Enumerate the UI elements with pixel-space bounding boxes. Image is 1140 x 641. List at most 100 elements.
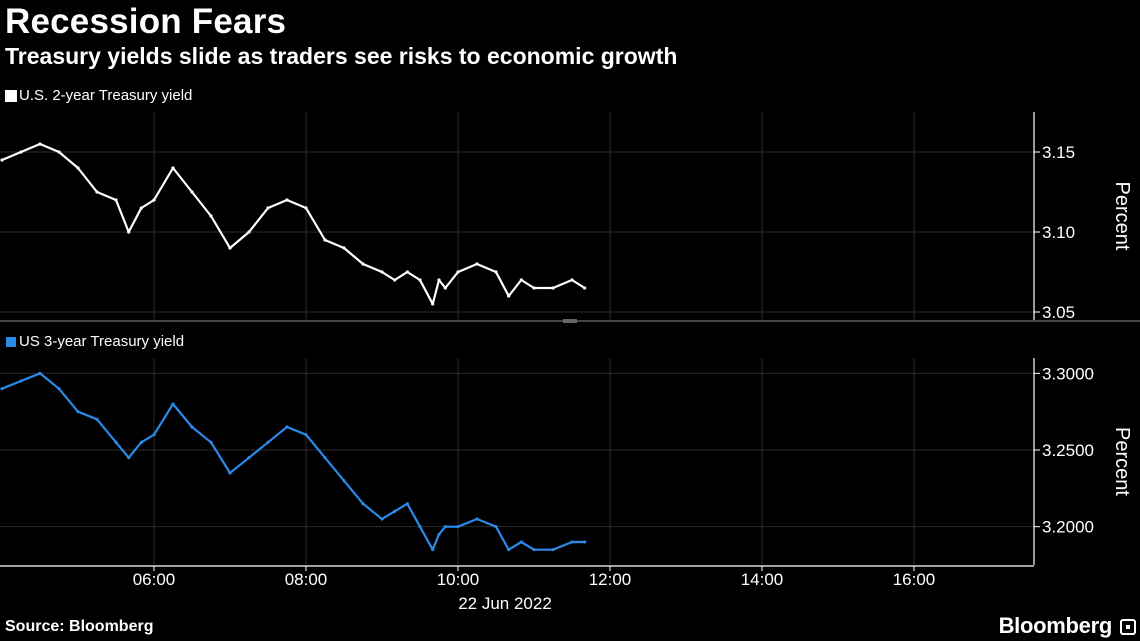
data-point bbox=[418, 525, 422, 529]
data-point bbox=[114, 440, 118, 444]
data-point bbox=[342, 479, 346, 483]
source-note: Source: Bloomberg bbox=[5, 618, 154, 635]
series-line-2yr bbox=[1, 142, 586, 306]
data-point bbox=[361, 502, 365, 506]
data-point bbox=[139, 206, 143, 210]
data-point bbox=[95, 417, 99, 421]
data-point bbox=[171, 166, 175, 170]
data-point bbox=[583, 540, 587, 544]
bloomberg-icon bbox=[1120, 619, 1136, 635]
brand-logo-text: Bloomberg bbox=[998, 613, 1113, 638]
data-point bbox=[323, 238, 327, 242]
data-point bbox=[95, 190, 99, 194]
data-point bbox=[532, 548, 536, 552]
data-point bbox=[57, 387, 61, 391]
data-point bbox=[209, 214, 213, 218]
data-point bbox=[19, 150, 23, 154]
x-tick-label: 08:00 bbox=[285, 570, 328, 589]
data-point bbox=[532, 286, 536, 290]
data-point bbox=[152, 433, 156, 437]
data-point bbox=[127, 456, 131, 460]
data-point bbox=[393, 509, 397, 513]
panel-divider-handle bbox=[563, 319, 577, 323]
data-point bbox=[507, 294, 511, 298]
data-point bbox=[380, 517, 384, 521]
y-tick-label: 3.05 bbox=[1042, 303, 1075, 322]
data-point bbox=[76, 410, 80, 414]
data-point bbox=[570, 540, 574, 544]
data-point bbox=[431, 302, 435, 306]
data-point bbox=[583, 286, 587, 290]
legend-bottom: US 3-year Treasury yield bbox=[6, 333, 184, 350]
data-point bbox=[405, 270, 409, 274]
data-point bbox=[456, 270, 460, 274]
x-tick-label: 10:00 bbox=[437, 570, 480, 589]
chart-subtitle: Treasury yields slide as traders see ris… bbox=[5, 43, 678, 69]
y-axis-label: Percent bbox=[1111, 182, 1133, 251]
data-point bbox=[475, 517, 479, 521]
data-point bbox=[431, 548, 435, 552]
data-point bbox=[551, 286, 555, 290]
data-point bbox=[304, 433, 308, 437]
data-point bbox=[519, 540, 523, 544]
data-point bbox=[494, 525, 498, 529]
data-point bbox=[405, 502, 409, 506]
x-tick-label: 06:00 bbox=[133, 570, 176, 589]
data-point bbox=[0, 158, 4, 162]
data-point bbox=[38, 142, 42, 146]
data-point bbox=[190, 425, 194, 429]
data-point bbox=[361, 262, 365, 266]
data-point bbox=[475, 262, 479, 266]
data-point bbox=[494, 270, 498, 274]
data-point bbox=[209, 440, 213, 444]
y-tick-label: 3.15 bbox=[1042, 143, 1075, 162]
data-point bbox=[228, 246, 232, 250]
y-tick-label: 3.2500 bbox=[1042, 441, 1094, 460]
data-point bbox=[139, 440, 143, 444]
x-tick-label: 14:00 bbox=[741, 570, 784, 589]
y-tick-label: 3.2000 bbox=[1042, 518, 1094, 537]
y-tick-label: 3.10 bbox=[1042, 223, 1075, 242]
data-point bbox=[570, 278, 574, 282]
data-point bbox=[304, 206, 308, 210]
data-point bbox=[57, 150, 61, 154]
legend-label-top: U.S. 2-year Treasury yield bbox=[19, 87, 193, 104]
y-axis-label: Percent bbox=[1111, 427, 1133, 496]
data-point bbox=[190, 190, 194, 194]
data-point bbox=[418, 278, 422, 282]
data-point bbox=[152, 198, 156, 202]
data-point bbox=[114, 198, 118, 202]
data-point bbox=[0, 387, 4, 391]
data-point bbox=[507, 548, 511, 552]
data-point bbox=[437, 278, 441, 282]
chart-title: Recession Fears bbox=[5, 2, 287, 41]
data-point bbox=[323, 456, 327, 460]
legend-swatch-top bbox=[5, 89, 17, 102]
data-point bbox=[380, 270, 384, 274]
data-point bbox=[551, 548, 555, 552]
data-point bbox=[342, 246, 346, 250]
legend-swatch-bottom bbox=[6, 336, 16, 347]
data-point bbox=[393, 278, 397, 282]
data-point bbox=[247, 456, 251, 460]
data-point bbox=[519, 278, 523, 282]
data-point bbox=[266, 440, 270, 444]
x-tick-label: 12:00 bbox=[589, 570, 632, 589]
x-date-label: 22 Jun 2022 bbox=[458, 594, 552, 613]
data-point bbox=[171, 402, 175, 406]
data-point bbox=[127, 230, 131, 234]
legend-label-bottom: US 3-year Treasury yield bbox=[19, 333, 185, 350]
data-point bbox=[456, 525, 460, 529]
y-tick-label: 3.3000 bbox=[1042, 364, 1094, 383]
data-point bbox=[285, 425, 289, 429]
data-point bbox=[228, 471, 232, 475]
data-point bbox=[247, 230, 251, 234]
legend-top: U.S. 2-year Treasury yield bbox=[5, 87, 193, 104]
data-point bbox=[38, 371, 42, 375]
data-point bbox=[19, 379, 23, 383]
data-point bbox=[76, 166, 80, 170]
data-point bbox=[443, 525, 447, 529]
series-line-3yr bbox=[1, 372, 585, 551]
data-point bbox=[285, 198, 289, 202]
